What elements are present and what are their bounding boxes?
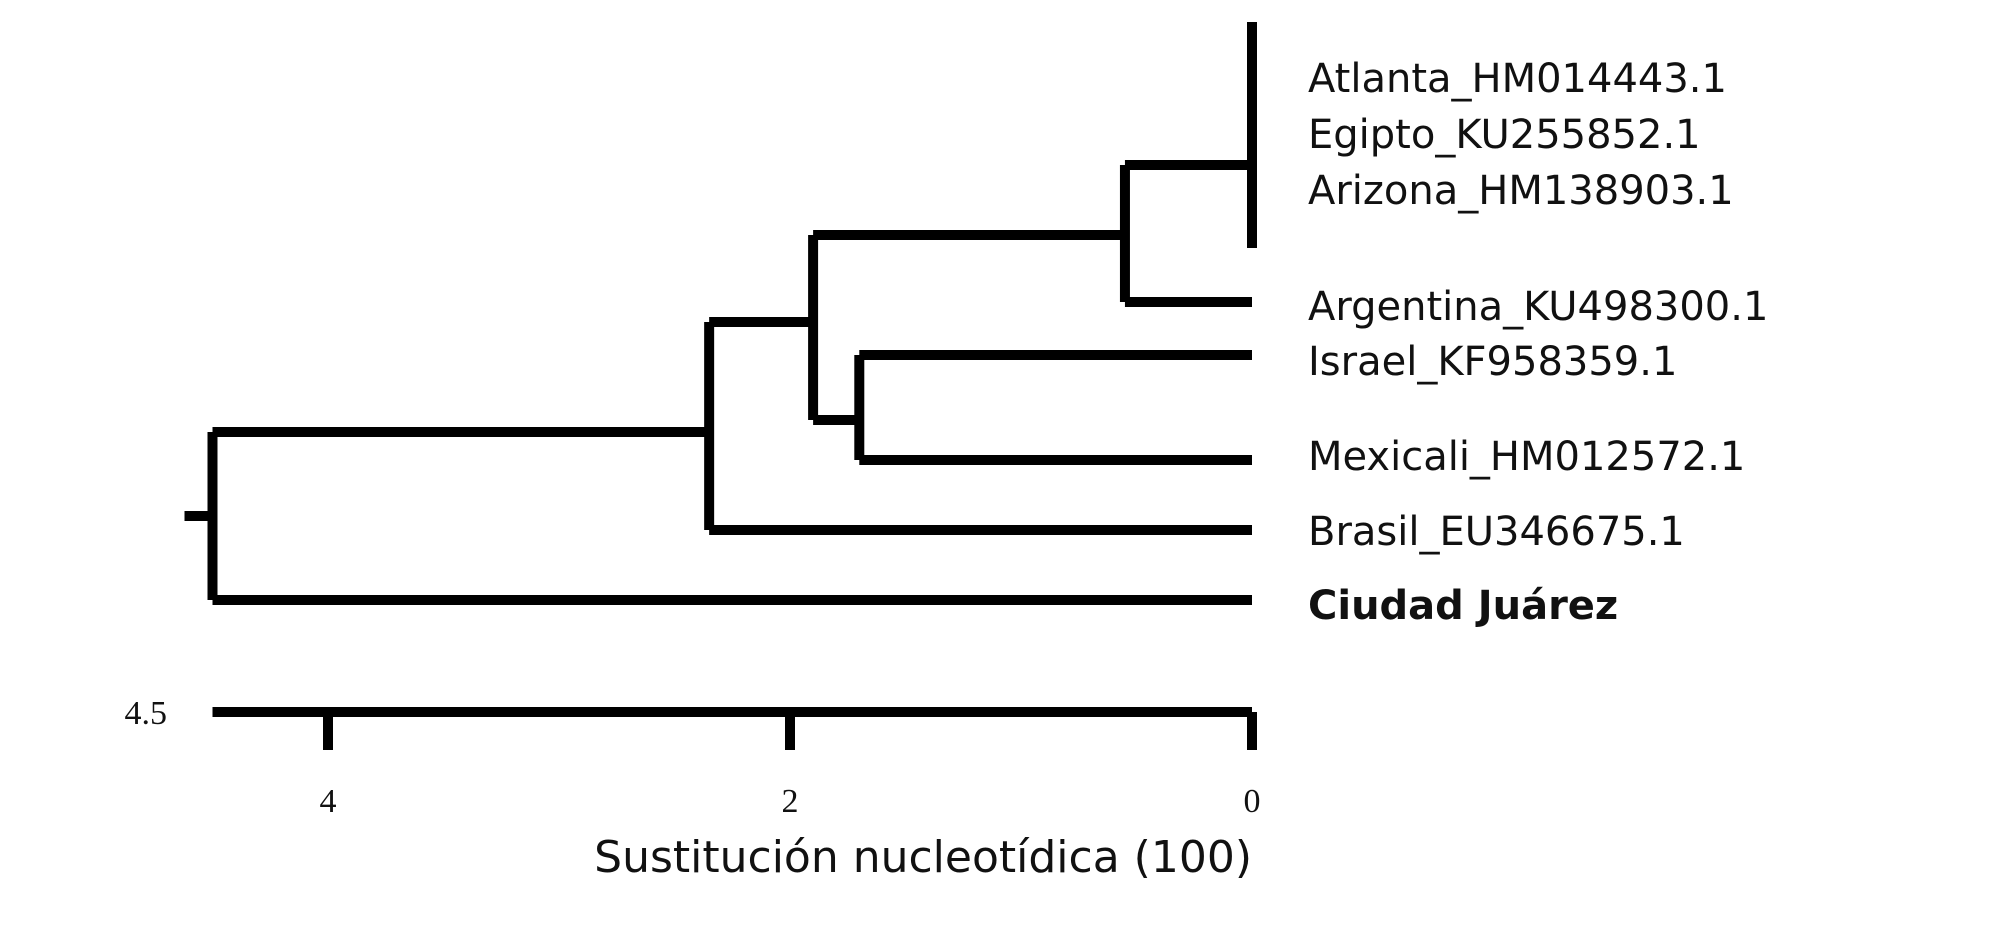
scale-axis-title: Sustitución nucleotídica (100) [594, 832, 1252, 883]
leaf-labels: Atlanta_HM014443.1 Egipto_KU255852.1 Arizo… [1308, 56, 1768, 629]
leaf-label-brasil: Brasil_EU346675.1 [1308, 509, 1685, 555]
leaf-label-argentina: Argentina_KU498300.1 [1308, 284, 1768, 330]
leaf-label-israel: Israel_KF958359.1 [1308, 339, 1677, 385]
axis-tick-label-4: 4 [320, 783, 337, 820]
scale-axis-ticks: 4 2 0 [320, 712, 1261, 820]
leaf-label-atlanta: Atlanta_HM014443.1 [1308, 56, 1727, 102]
axis-tick-label-0: 0 [1244, 783, 1261, 820]
tree-branches [184, 22, 1257, 605]
leaf-label-arizona: Arizona_HM138903.1 [1308, 168, 1734, 214]
scale-axis-max-label: 4.5 [125, 695, 168, 732]
leaf-label-egipto: Egipto_KU255852.1 [1308, 112, 1701, 158]
leaf-label-mexicali: Mexicali_HM012572.1 [1308, 434, 1745, 480]
axis-tick-label-2: 2 [782, 783, 799, 820]
leaf-label-juarez: Ciudad Juárez [1308, 583, 1618, 629]
scale-axis: 4.5 4 2 0 Sustitución nucleotídica (100) [125, 695, 1261, 883]
